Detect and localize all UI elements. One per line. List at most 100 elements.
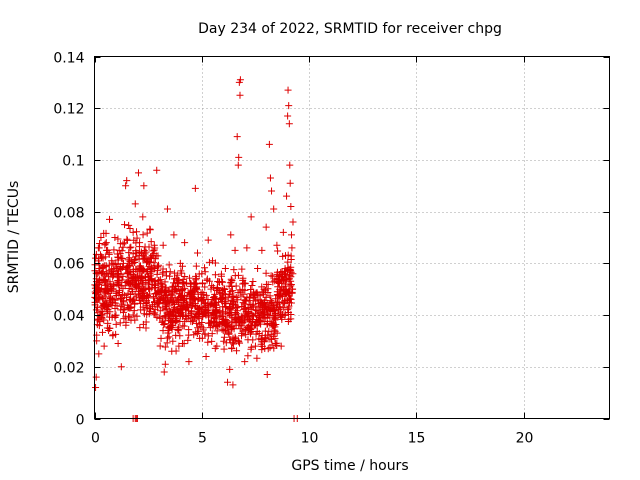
data-point [95, 261, 103, 269]
data-point [247, 345, 255, 353]
data-point [114, 340, 122, 348]
data-point [265, 327, 273, 335]
y-tick-label: 0.04 [53, 309, 84, 325]
data-point [283, 192, 291, 200]
data-point [271, 316, 279, 324]
data-point [201, 309, 209, 317]
data-point [99, 268, 107, 276]
data-point [201, 330, 209, 338]
data-point [174, 327, 182, 335]
x-tick-label: 20 [516, 431, 534, 447]
y-tick-label: 0.14 [53, 51, 84, 67]
data-point [152, 252, 160, 260]
data-point [265, 335, 273, 343]
y-axis-ticks: 0 0.02 0.04 0.06 0.08 0.1 0.12 0.14 [53, 51, 610, 429]
data-point [99, 328, 107, 336]
data-point [232, 282, 240, 290]
grid-lines [94, 56, 610, 419]
data-point [171, 269, 179, 277]
data-point [172, 313, 180, 321]
data-point [260, 285, 268, 293]
data-point [116, 250, 124, 258]
data-point [101, 285, 109, 293]
data-point [187, 308, 195, 316]
data-point [234, 271, 242, 279]
data-point [120, 297, 128, 305]
data-point [287, 273, 295, 281]
data-point [252, 297, 260, 305]
x-tick-label: 15 [408, 431, 426, 447]
data-point [281, 270, 289, 278]
data-point [239, 327, 247, 335]
data-point [236, 91, 244, 99]
y-tick-label: 0.1 [62, 154, 84, 170]
data-point [279, 299, 287, 307]
data-point [230, 298, 238, 306]
data-point [150, 259, 158, 267]
data-point [125, 254, 133, 262]
data-point [169, 337, 177, 345]
data-point [129, 274, 137, 282]
data-point [112, 320, 120, 328]
data-point [208, 282, 216, 290]
data-point [162, 296, 170, 304]
x-axis-ticks: 0 5 10 15 20 [91, 56, 534, 447]
data-point [158, 287, 166, 295]
data-point [139, 287, 147, 295]
data-point [280, 300, 288, 308]
data-point [253, 354, 261, 362]
data-point [121, 221, 129, 229]
data-point [129, 311, 137, 319]
data-point [241, 358, 249, 366]
data-point [154, 261, 162, 269]
data-point [213, 284, 221, 292]
data-point [191, 300, 199, 308]
data-point [99, 308, 107, 316]
data-point [174, 276, 182, 284]
data-point [131, 256, 139, 264]
data-point [128, 279, 136, 287]
data-point [269, 332, 277, 340]
data-point [99, 299, 107, 307]
data-point [219, 303, 227, 311]
data-point [239, 319, 247, 327]
data-point [232, 316, 240, 324]
data-point [231, 246, 239, 254]
data-point [257, 304, 265, 312]
data-point [285, 295, 293, 303]
data-point [181, 272, 189, 280]
data-point [288, 285, 296, 293]
data-point [100, 342, 108, 350]
data-point [240, 279, 248, 287]
data-point [106, 215, 114, 223]
data-point [192, 262, 200, 270]
data-point [266, 320, 274, 328]
x-tick-label: 5 [198, 431, 207, 447]
data-point [111, 234, 119, 241]
data-point [255, 330, 263, 338]
data-point [177, 267, 185, 275]
data-point [228, 318, 236, 326]
data-point [133, 228, 141, 236]
data-point [125, 249, 133, 257]
data-point [251, 342, 259, 350]
data-point [136, 324, 144, 332]
data-point [179, 322, 187, 330]
data-point [288, 244, 296, 252]
data-point [219, 313, 227, 321]
data-point [121, 282, 129, 290]
data-point [119, 255, 127, 263]
data-point [127, 316, 135, 324]
data-point [114, 269, 122, 277]
data-point [228, 345, 236, 353]
data-point [156, 342, 164, 350]
data-point [192, 276, 200, 284]
data-point [274, 298, 282, 306]
y-tick-label: 0 [76, 413, 85, 429]
data-point [241, 297, 249, 305]
data-point [256, 318, 264, 326]
data-point [196, 304, 204, 312]
data-point [223, 310, 231, 318]
data-point [226, 306, 234, 314]
data-point [205, 258, 213, 266]
